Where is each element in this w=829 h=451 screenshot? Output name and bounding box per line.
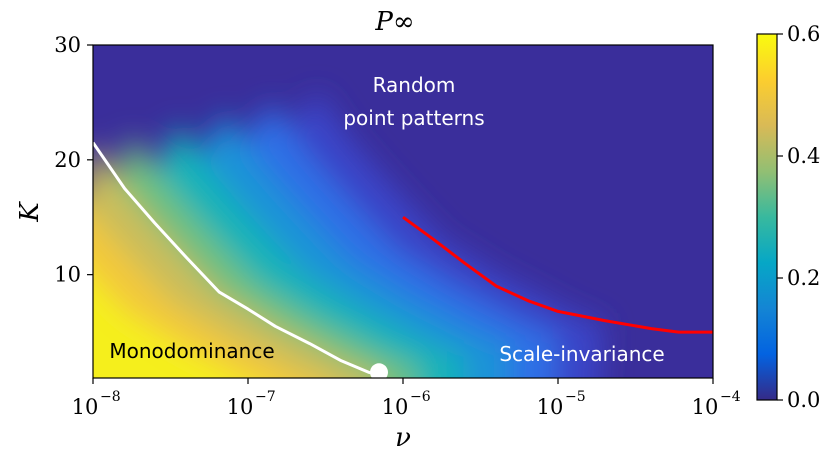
contour-lines — [93, 141, 713, 377]
y-axis-ticks: 10 20 30 — [54, 33, 93, 287]
x-tick-label: 10 — [692, 395, 719, 419]
annotation-random-line1: Random — [373, 73, 456, 97]
y-tick-label: 10 — [54, 263, 81, 287]
colorbar-tick-label: 0.0 — [787, 388, 820, 412]
heatmap-band — [93, 278, 242, 378]
boundary-line-white — [93, 141, 380, 377]
marker-layer — [369, 363, 388, 378]
x-tick-exponent: −5 — [565, 389, 586, 405]
critical-point-marker — [369, 363, 388, 378]
y-axis-label: K — [15, 201, 45, 223]
boundary-line-red — [402, 215, 713, 334]
x-tick-exponent: −6 — [410, 389, 431, 405]
x-axis-label: ν — [395, 423, 411, 451]
colorbar-ticks: 0.0 0.2 0.4 0.6 — [777, 22, 820, 412]
annotation-random-line2: point patterns — [343, 106, 484, 130]
annotation-scale-invariance: Scale-invariance — [499, 342, 664, 366]
x-tick-label: 10 — [382, 395, 409, 419]
x-tick-exponent: −4 — [720, 389, 741, 405]
heatmap-area — [93, 45, 713, 378]
x-tick-label: 10 — [537, 395, 564, 419]
colorbar-tick-label: 0.2 — [787, 266, 820, 290]
colorbar-tick-label: 0.6 — [787, 22, 820, 46]
chart-title: P∞ — [374, 7, 414, 37]
heatmap-bands — [93, 91, 604, 378]
x-tick-label: 10 — [72, 395, 99, 419]
x-tick-exponent: −8 — [100, 389, 121, 405]
y-tick-label: 30 — [54, 33, 81, 57]
colorbar — [756, 33, 778, 401]
x-tick-label: 10 — [227, 395, 254, 419]
y-tick-label: 20 — [54, 148, 81, 172]
colorbar-tick-label: 0.4 — [787, 144, 820, 168]
annotation-monodominance: Monodominance — [109, 339, 274, 363]
x-tick-exponent: −7 — [255, 389, 276, 405]
x-axis-ticks: 10 −8 10 −7 10 −6 10 −5 10 −4 — [72, 378, 741, 419]
